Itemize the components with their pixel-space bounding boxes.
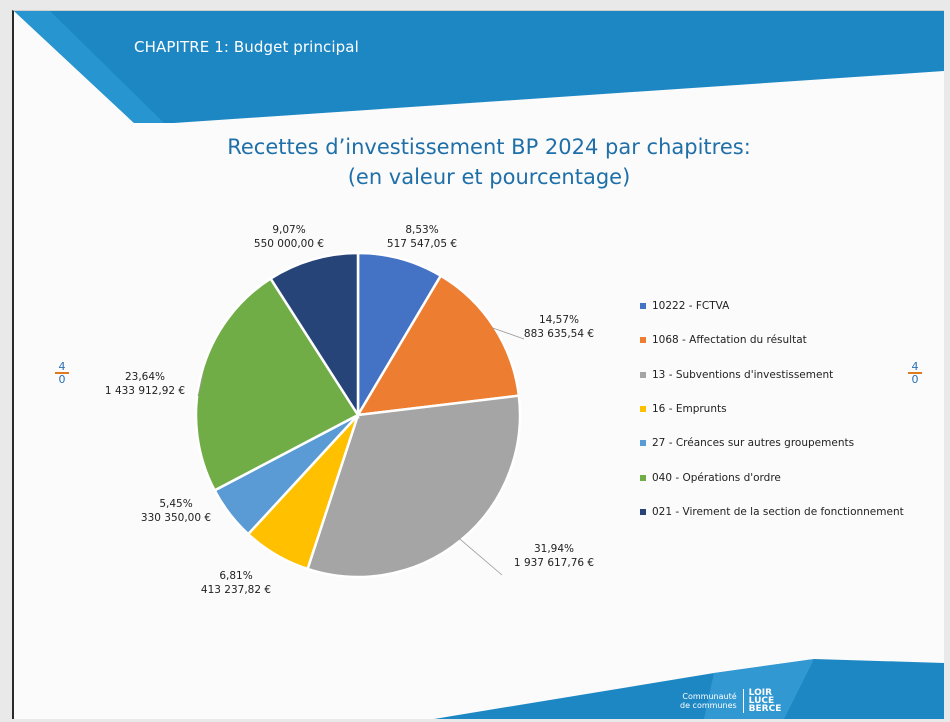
legend-label: 021 - Virement de la section de fonction… — [652, 505, 904, 518]
logo-mark-line2: LUCE — [748, 696, 775, 706]
pie-chart: 8,53% 517 547,05 € 14,57% 883 635,54 € 31,94… — [105, 224, 594, 596]
legend-swatch — [640, 474, 646, 481]
chart-title: Recettes d’investissement BP 2024 par ch… — [227, 135, 751, 159]
left-marker-bottom: 0 — [55, 372, 69, 385]
left-marker-top: 4 — [58, 360, 66, 373]
right-side-marker: 4 0 — [908, 361, 922, 385]
data-label-value: 883 635,54 € — [524, 328, 594, 340]
data-label-percent: 23,64% — [125, 371, 165, 383]
legend-item: 040 - Opérations d'ordre — [640, 460, 904, 494]
header-label: CHAPITRE 1: Budget principal — [134, 38, 359, 56]
logo-text-line2: de communes — [680, 701, 737, 710]
legend-label: 040 - Opérations d'ordre — [652, 471, 781, 484]
logo-mark-line1: LOIR — [748, 688, 772, 698]
legend-label: 1068 - Affectation du résultat — [652, 334, 807, 347]
left-side-marker: 4 0 — [55, 361, 69, 385]
data-label-percent: 5,45% — [159, 498, 192, 510]
pie-slice — [194, 276, 360, 493]
legend-swatch — [640, 508, 646, 515]
right-marker-top: 4 — [911, 360, 919, 373]
slide-background-bands — [14, 11, 944, 719]
logo-mark-line3: BERCE — [748, 704, 782, 714]
data-label-percent: 6,81% — [219, 570, 252, 582]
legend-label: 10222 - FCTVA — [652, 300, 730, 313]
data-label-percent: 8,53% — [405, 224, 438, 236]
legend-swatch — [640, 303, 646, 310]
legend-item: 16 - Emprunts — [640, 392, 904, 426]
legend-swatch — [640, 337, 646, 344]
right-marker-bottom: 0 — [908, 372, 922, 385]
pie-slice — [268, 251, 360, 420]
data-label-value: 1 937 617,76 € — [514, 557, 594, 569]
legend-item: 1068 - Affectation du résultat — [640, 323, 904, 357]
leader-line — [459, 538, 503, 576]
data-label-value: 550 000,00 € — [254, 238, 324, 250]
pie-slice — [355, 274, 521, 417]
data-label-value: 330 350,00 € — [141, 512, 211, 524]
legend-item: 13 - Subventions d'investissement — [640, 358, 904, 392]
data-label-value: 517 547,05 € — [387, 238, 457, 250]
legend-item: 10222 - FCTVA — [640, 289, 904, 323]
legend-item: 27 - Créances sur autres groupements — [640, 426, 904, 460]
legend-label: 13 - Subventions d'investissement — [652, 368, 834, 381]
legend-label: 27 - Créances sur autres groupements — [652, 437, 855, 450]
pie-slice — [356, 251, 443, 420]
data-label-percent: 9,07% — [272, 224, 305, 236]
legend-label: 16 - Emprunts — [652, 403, 727, 416]
legend-swatch — [640, 440, 646, 447]
legend-swatch — [640, 371, 646, 378]
legend-item: 021 - Virement de la section de fonction… — [640, 495, 904, 529]
data-label-percent: 14,57% — [539, 314, 579, 326]
leader-line — [197, 373, 204, 397]
data-label-value: 1 433 912,92 € — [105, 385, 185, 397]
logo-text-line1: Communauté — [682, 692, 737, 701]
slide: CHAPITRE 1: Budget principal Recettes d’… — [12, 10, 944, 719]
logo-text: Communauté de communes — [680, 692, 737, 710]
data-label-value: 413 237,82 € — [201, 584, 271, 596]
chart-legend: 10222 - FCTVA 1068 - Affectation du résul… — [640, 289, 904, 529]
chart-subtitle: (en valeur et pourcentage) — [347, 165, 631, 189]
legend-swatch — [640, 406, 646, 413]
community-logo: Communauté de communes LOIR LUCE BERCE — [680, 688, 782, 714]
logo-mark: LOIR LUCE BERCE — [742, 688, 782, 714]
leader-line — [491, 327, 525, 340]
data-label-percent: 31,94% — [534, 543, 574, 555]
